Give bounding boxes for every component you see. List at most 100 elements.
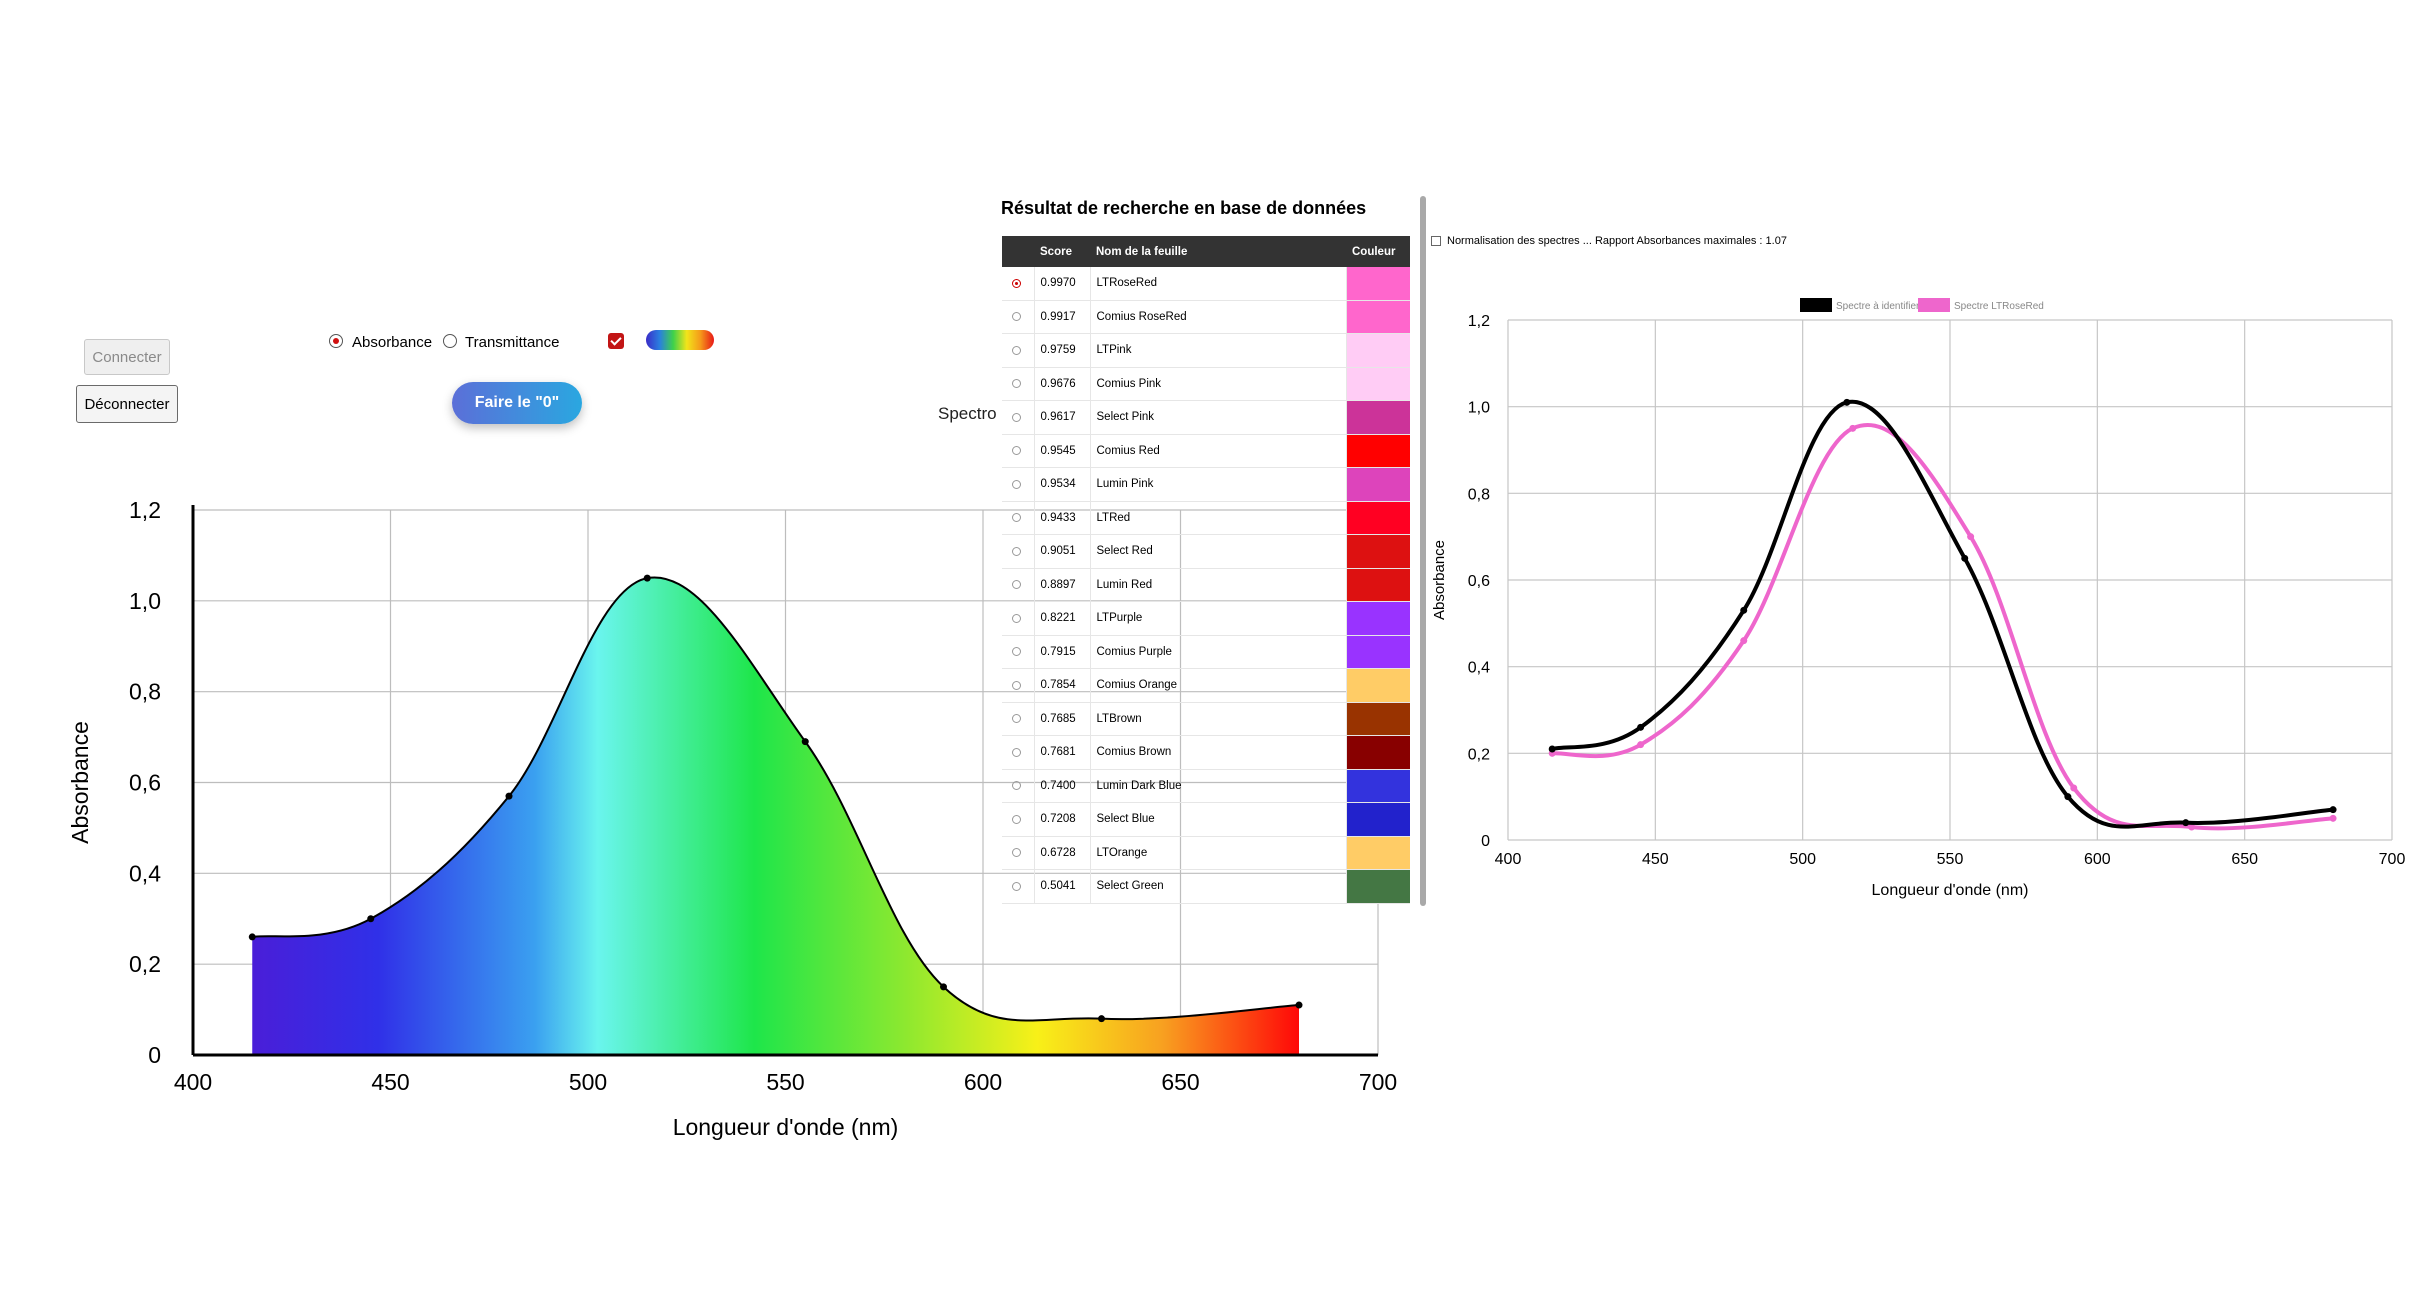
table-row[interactable]: 0.9617 Select Pink [1002, 400, 1410, 435]
y-tick-label: 1,2 [1468, 313, 1490, 330]
absorbance-curve [252, 576, 1300, 1022]
x-tick-label: 550 [1937, 851, 1964, 868]
sheet-name-cell: Comius Brown [1090, 735, 1347, 770]
x-tick-label: 650 [1161, 1069, 1199, 1095]
table-row[interactable]: 0.8897 Lumin Red [1002, 568, 1410, 602]
row-select-cell[interactable] [1002, 501, 1035, 535]
data-point [2182, 819, 2190, 827]
row-select-cell[interactable] [1002, 467, 1035, 502]
row-select-cell[interactable] [1002, 400, 1035, 435]
color-swatch-cell [1346, 534, 1410, 569]
table-row[interactable]: 0.5041 Select Green [1002, 869, 1410, 904]
comparison-chart: Spectre à identifier Spectre LTRoseRed 40… [1431, 298, 2405, 899]
sheet-name-cell: LTBrown [1090, 702, 1347, 736]
row-select-cell[interactable] [1002, 534, 1035, 569]
table-row[interactable]: 0.9534 Lumin Pink [1002, 467, 1410, 502]
row-select-radio[interactable] [1012, 379, 1021, 389]
row-select-radio[interactable] [1012, 714, 1021, 724]
row-select-cell[interactable] [1002, 769, 1035, 803]
normalisation-label: Normalisation des spectres ... Rapport A… [1447, 235, 1787, 247]
table-row[interactable]: 0.7400 Lumin Dark Blue [1002, 769, 1410, 803]
sheet-name-cell: LTRed [1090, 501, 1347, 535]
table-row[interactable]: 0.8221 LTPurple [1002, 601, 1410, 636]
normalisation-checkbox[interactable] [1431, 236, 1441, 246]
row-select-radio[interactable] [1012, 345, 1021, 355]
data-point [1548, 745, 1556, 753]
row-select-radio[interactable] [1012, 479, 1021, 489]
table-row[interactable]: 0.7685 LTBrown [1002, 702, 1410, 736]
column-name-header[interactable]: Nom de la feuille [1090, 236, 1346, 267]
row-select-radio[interactable] [1012, 814, 1021, 824]
row-select-cell[interactable] [1002, 668, 1035, 703]
row-select-radio[interactable] [1012, 680, 1021, 690]
score-cell: 0.7854 [1034, 668, 1091, 703]
x-tick-label: 550 [766, 1069, 804, 1095]
score-cell: 0.8221 [1034, 601, 1091, 636]
data-point [505, 792, 513, 800]
row-select-radio[interactable] [1012, 312, 1021, 322]
score-cell: 0.7681 [1034, 735, 1091, 770]
row-select-radio[interactable] [1012, 848, 1021, 858]
color-swatch-cell [1346, 702, 1410, 736]
table-row[interactable]: 0.9676 Comius Pink [1002, 367, 1410, 401]
table-row[interactable]: 0.9917 Comius RoseRed [1002, 300, 1410, 334]
database-results-table: Score Nom de la feuille Couleur 0.9970 LT… [1002, 236, 1410, 904]
connect-button[interactable]: Connecter [84, 339, 170, 375]
table-row[interactable]: 0.7681 Comius Brown [1002, 735, 1410, 770]
table-row[interactable]: 0.9970 LTRoseRed [1002, 267, 1410, 301]
row-select-cell[interactable] [1002, 434, 1035, 468]
row-select-radio[interactable] [1012, 881, 1021, 891]
data-point [1637, 741, 1645, 749]
score-cell: 0.9051 [1034, 534, 1091, 569]
table-row[interactable]: 0.9433 LTRed [1002, 501, 1410, 535]
row-select-radio[interactable] [1012, 513, 1021, 523]
table-row[interactable]: 0.7915 Comius Purple [1002, 635, 1410, 669]
zero-button[interactable]: Faire le "0" [452, 382, 582, 424]
column-score-header[interactable]: Score [1034, 236, 1090, 267]
row-select-cell[interactable] [1002, 568, 1035, 602]
score-cell: 0.9617 [1034, 400, 1091, 435]
row-select-radio[interactable] [1012, 278, 1021, 288]
color-swatch-cell [1346, 367, 1410, 401]
score-cell: 0.9759 [1034, 333, 1091, 368]
table-row[interactable]: 0.7208 Select Blue [1002, 802, 1410, 837]
score-cell: 0.8897 [1034, 568, 1091, 602]
table-row[interactable]: 0.7854 Comius Orange [1002, 668, 1410, 703]
row-select-radio[interactable] [1012, 446, 1021, 456]
row-select-cell[interactable] [1002, 267, 1035, 301]
row-select-radio[interactable] [1012, 647, 1021, 657]
row-select-cell[interactable] [1002, 300, 1035, 334]
row-select-cell[interactable] [1002, 802, 1035, 837]
row-select-radio[interactable] [1012, 747, 1021, 757]
row-select-radio[interactable] [1012, 546, 1021, 556]
row-select-cell[interactable] [1002, 735, 1035, 770]
row-select-cell[interactable] [1002, 836, 1035, 870]
y-tick-label: 0,2 [1468, 746, 1490, 763]
x-tick-label: 400 [1495, 851, 1522, 868]
row-select-radio[interactable] [1012, 781, 1021, 791]
row-select-cell[interactable] [1002, 333, 1035, 368]
x-tick-label: 500 [1789, 851, 1816, 868]
row-select-radio[interactable] [1012, 412, 1021, 422]
row-select-cell[interactable] [1002, 702, 1035, 736]
disconnect-button[interactable]: Déconnecter [76, 385, 178, 423]
table-row[interactable]: 0.9545 Comius Red [1002, 434, 1410, 468]
row-select-cell[interactable] [1002, 869, 1035, 904]
row-select-cell[interactable] [1002, 601, 1035, 636]
transmittance-radio[interactable] [443, 334, 457, 348]
row-select-cell[interactable] [1002, 635, 1035, 669]
row-select-radio[interactable] [1012, 613, 1021, 623]
table-row[interactable]: 0.9759 LTPink [1002, 333, 1410, 368]
color-fill-checkbox[interactable] [608, 333, 624, 349]
row-select-cell[interactable] [1002, 367, 1035, 401]
color-swatch-cell [1346, 568, 1410, 602]
data-point [2064, 793, 2072, 801]
row-select-radio[interactable] [1012, 580, 1021, 590]
color-swatch-cell [1346, 400, 1410, 435]
data-point [801, 738, 809, 746]
series-line [1552, 423, 2334, 831]
database-scrollbar[interactable] [1420, 196, 1426, 906]
absorbance-radio[interactable] [329, 334, 343, 348]
table-row[interactable]: 0.6728 LTOrange [1002, 836, 1410, 870]
table-row[interactable]: 0.9051 Select Red [1002, 534, 1410, 569]
